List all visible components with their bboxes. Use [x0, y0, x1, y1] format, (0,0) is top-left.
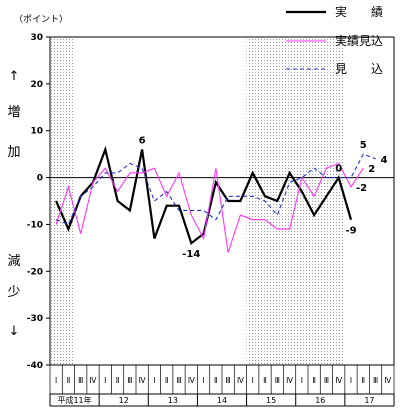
- quarter-label: Ⅱ: [165, 376, 169, 385]
- shaded-period: [246, 37, 345, 365]
- quarter-label: Ⅰ: [55, 376, 57, 385]
- quarter-label: Ⅲ: [275, 376, 280, 385]
- y-axis-label-char: 加: [7, 145, 20, 160]
- quarter-label: Ⅲ: [176, 376, 181, 385]
- y-tick-label: 0: [37, 174, 43, 184]
- quarter-label: Ⅱ: [67, 376, 71, 385]
- series-line: [55, 145, 353, 246]
- data-label: 6: [139, 135, 146, 146]
- data-label: 0: [335, 164, 342, 175]
- year-label: 13: [168, 396, 178, 405]
- quarter-label: Ⅳ: [237, 376, 244, 385]
- legend-label: 見 込: [335, 62, 383, 76]
- data-label: -14: [182, 249, 200, 260]
- y-axis-label-char: 減: [7, 253, 20, 269]
- legend-label: 実 績: [335, 4, 383, 19]
- quarter-label: Ⅲ: [127, 376, 132, 385]
- quarter-label: Ⅱ: [116, 376, 120, 385]
- data-labels: 6 -14 0 -9 -22 5 4: [139, 135, 388, 260]
- quarter-label: Ⅱ: [361, 376, 365, 385]
- quarter-label: Ⅰ: [350, 376, 352, 385]
- y-tick-label: 30: [30, 33, 43, 43]
- quarter-label: Ⅰ: [301, 376, 303, 385]
- quarter-label: Ⅰ: [153, 376, 155, 385]
- y-tick-label: -10: [27, 220, 43, 230]
- data-label: 4: [381, 155, 388, 166]
- y-tick-label: 20: [30, 80, 43, 90]
- y-axis-label-char: 少: [7, 285, 20, 300]
- year-label: 12: [119, 396, 129, 405]
- series-line: [55, 162, 364, 253]
- quarter-label: Ⅳ: [335, 376, 342, 385]
- shaded-period: [50, 37, 75, 365]
- quarter-label: Ⅰ: [202, 376, 204, 385]
- year-label: 17: [364, 396, 374, 405]
- unit-label: （ポイント）: [14, 14, 68, 25]
- shaded-periods: [50, 37, 345, 365]
- y-axis-label-char: 増: [7, 105, 20, 120]
- y-tick-label: 10: [30, 127, 43, 137]
- year-label: 15: [266, 396, 276, 405]
- data-label: 2: [368, 164, 375, 175]
- series-line: [55, 153, 376, 226]
- y-axis-label-char: ↓: [9, 324, 20, 339]
- quarter-label: Ⅲ: [373, 376, 378, 385]
- quarter-label: Ⅱ: [312, 376, 316, 385]
- year-label: 14: [217, 396, 227, 405]
- quarter-label: Ⅱ: [263, 376, 267, 385]
- y-axis-label-char: ↑: [9, 69, 20, 84]
- quarter-label: Ⅱ: [214, 376, 218, 385]
- quarter-label: Ⅲ: [324, 376, 329, 385]
- quarter-label: Ⅳ: [286, 376, 293, 385]
- legend-label: 実績見込: [335, 33, 383, 48]
- quarter-label: Ⅲ: [78, 376, 83, 385]
- data-label: -9: [345, 226, 356, 237]
- quarter-label: Ⅳ: [139, 376, 146, 385]
- quarter-label: Ⅰ: [104, 376, 106, 385]
- series-lines: [55, 145, 376, 253]
- quarter-label: Ⅳ: [188, 376, 195, 385]
- data-label: -2: [356, 183, 367, 194]
- data-label: 5: [360, 140, 367, 151]
- year-label: 平成11年: [57, 395, 91, 405]
- y-tick-label: -40: [27, 361, 43, 371]
- quarter-label: Ⅳ: [384, 376, 391, 385]
- quarter-label: Ⅲ: [226, 376, 231, 385]
- quarter-label: Ⅳ: [90, 376, 97, 385]
- y-tick-label: -30: [27, 314, 43, 324]
- quarter-label: Ⅰ: [252, 376, 254, 385]
- y-tick-label: -20: [27, 267, 43, 277]
- year-label: 16: [315, 396, 325, 405]
